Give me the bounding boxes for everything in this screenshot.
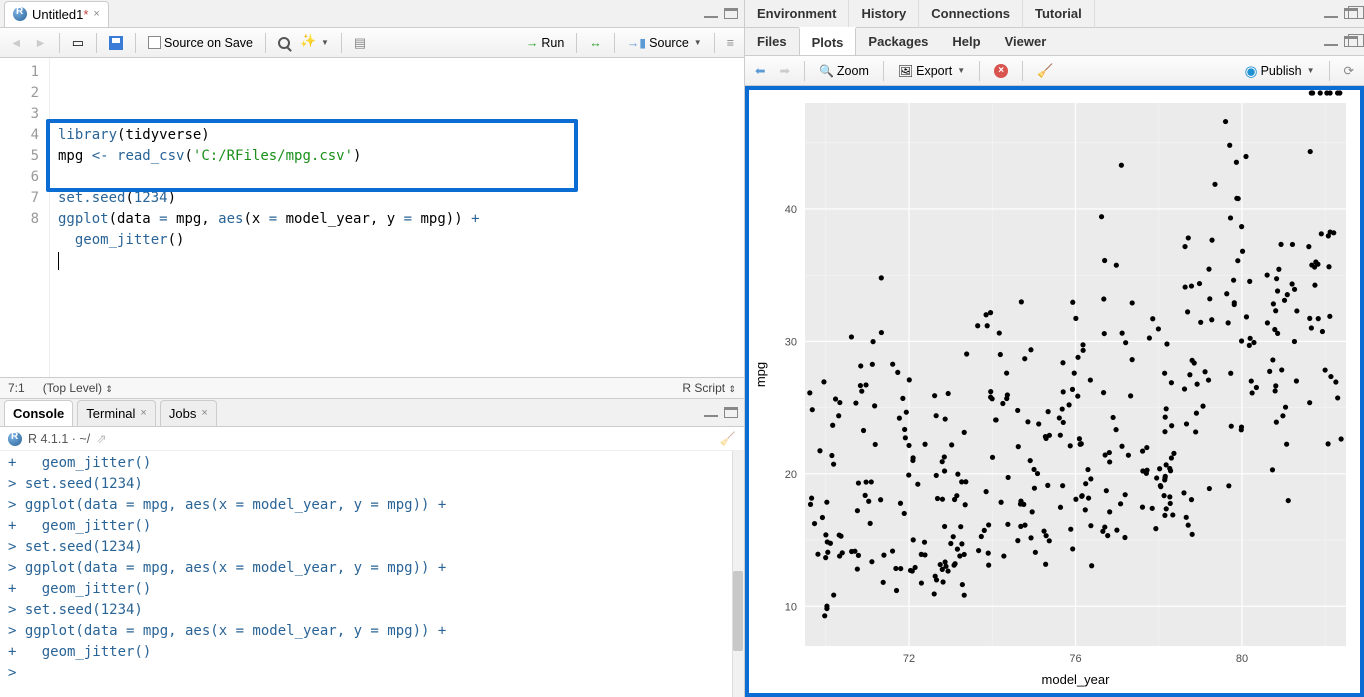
prev-plot-button[interactable]: ⬅ — [751, 60, 769, 82]
plotpane-tab-plots[interactable]: Plots — [799, 27, 857, 55]
env-max-icon[interactable] — [1344, 8, 1358, 19]
source-file-tab[interactable]: Untitled1* × — [4, 1, 109, 27]
console-tab-terminal[interactable]: Terminal× — [77, 400, 156, 426]
env-tab-connections[interactable]: Connections — [919, 0, 1023, 28]
export-icon — [898, 64, 913, 78]
svg-text:20: 20 — [785, 469, 797, 481]
publish-label: Publish — [1261, 64, 1302, 78]
cursor-position: 7:1 — [8, 381, 25, 395]
find-button[interactable] — [274, 32, 294, 54]
refresh-plot-button[interactable]: ⟳ — [1340, 60, 1358, 82]
run-arrow-icon: → — [526, 36, 539, 50]
svg-text:model_year: model_year — [1042, 672, 1111, 687]
clear-console-button[interactable] — [720, 431, 736, 447]
source-editor[interactable]: 12345678 library(tidyverse)mpg <- read_c… — [0, 58, 744, 377]
console-maximize-icon[interactable] — [724, 407, 738, 418]
plot-area: 10 20 30 40 72 76 80 model_year mpg — [745, 86, 1364, 697]
zoom-label: Zoom — [837, 64, 869, 78]
source-tabs-strip: Untitled1* × — [0, 0, 744, 28]
plotpane-tab-packages[interactable]: Packages — [856, 28, 940, 56]
run-label: Run — [541, 36, 564, 50]
svg-text:76: 76 — [1069, 653, 1081, 665]
language-indicator[interactable]: R Script ⇕ — [682, 381, 736, 395]
env-tab-tutorial[interactable]: Tutorial — [1023, 0, 1095, 28]
wand-icon — [302, 36, 316, 50]
svg-text:30: 30 — [785, 336, 797, 348]
environment-tabs: EnvironmentHistoryConnectionsTutorial — [745, 0, 1364, 28]
plot-max-icon[interactable] — [1344, 36, 1358, 47]
minimize-pane-icon[interactable] — [704, 16, 718, 18]
console-sep-icon[interactable] — [704, 415, 718, 417]
plotpane-tab-help[interactable]: Help — [940, 28, 992, 56]
next-plot-button[interactable]: ➡ — [775, 60, 793, 82]
plotpane-tab-viewer[interactable]: Viewer — [993, 28, 1059, 56]
svg-text:80: 80 — [1236, 653, 1248, 665]
r-file-icon — [13, 7, 27, 21]
export-label: Export — [916, 64, 952, 78]
plot-toolbar: ⬅ ➡ Zoom Export▼ × ◉Publish▼ ⟳ — [745, 56, 1364, 86]
forward-button[interactable]: ► — [30, 32, 50, 54]
console-output[interactable]: + geom_jitter()> set.seed(1234)> ggplot(… — [0, 451, 744, 697]
source-toolbar: ◄ ► ▭ Source on Save ▼ ▤ →Run ↔ →▮Source… — [0, 28, 744, 58]
plot-min-icon[interactable] — [1324, 44, 1338, 46]
line-gutter: 12345678 — [0, 58, 50, 377]
rerun-icon: ↔ — [589, 36, 602, 50]
env-tab-environment[interactable]: Environment — [745, 0, 849, 28]
svg-text:40: 40 — [785, 204, 797, 216]
publish-button[interactable]: ◉Publish▼ — [1241, 60, 1319, 82]
source-status-bar: 7:1 (Top Level) ⇕ R Script ⇕ — [0, 377, 744, 399]
source-tab-title: Untitled1 — [32, 7, 83, 22]
r-console-icon — [8, 432, 22, 446]
console-scrollbar[interactable] — [732, 451, 744, 697]
source-on-save-checkbox[interactable]: Source on Save — [144, 32, 257, 54]
search-icon — [278, 37, 290, 49]
console-tabs-strip: ConsoleTerminal×Jobs× — [0, 399, 744, 427]
save-icon — [109, 36, 123, 50]
console-tab-console[interactable]: Console — [4, 400, 73, 426]
back-button[interactable]: ◄ — [6, 32, 26, 54]
outline-button[interactable]: ≡ — [723, 32, 738, 54]
console-tab-jobs[interactable]: Jobs× — [160, 400, 217, 426]
svg-text:mpg: mpg — [753, 362, 768, 387]
scatter-plot: 10 20 30 40 72 76 80 model_year mpg — [749, 90, 1360, 693]
console-popout-icon[interactable]: ⇗ — [96, 431, 106, 446]
publish-icon: ◉ — [1245, 62, 1258, 80]
code-area[interactable]: library(tidyverse)mpg <- read_csv('C:/RF… — [50, 58, 744, 377]
files-plots-tabs: FilesPlotsPackagesHelpViewer — [745, 28, 1364, 56]
source-arrow-icon: →▮ — [627, 35, 646, 50]
code-tools-button[interactable]: ▼ — [298, 32, 333, 54]
plotpane-tab-files[interactable]: Files — [745, 28, 799, 56]
remove-icon: × — [994, 64, 1008, 78]
source-on-save-label: Source on Save — [164, 36, 253, 50]
save-button[interactable] — [105, 32, 127, 54]
rerun-button[interactable]: ↔ — [585, 32, 606, 54]
compile-report-button[interactable]: ▤ — [350, 32, 370, 54]
checkbox-icon — [148, 36, 161, 49]
remove-plot-button[interactable]: × — [990, 60, 1012, 82]
console-header-text: R 4.1.1 · ~/ — [28, 432, 90, 446]
svg-text:10: 10 — [785, 601, 797, 613]
scope-indicator[interactable]: (Top Level) ⇕ — [43, 381, 113, 395]
zoom-icon — [819, 64, 834, 78]
source-label: Source — [649, 36, 689, 50]
broom-icon — [720, 432, 736, 446]
env-min-icon[interactable] — [1324, 16, 1338, 18]
export-button[interactable]: Export▼ — [894, 60, 969, 82]
source-button[interactable]: →▮Source▼ — [623, 32, 706, 54]
zoom-button[interactable]: Zoom — [815, 60, 873, 82]
run-button[interactable]: →Run — [522, 32, 568, 54]
close-tab-icon[interactable]: × — [93, 8, 99, 20]
env-tab-history[interactable]: History — [849, 0, 919, 28]
maximize-pane-icon[interactable] — [724, 8, 738, 19]
dirty-indicator: * — [83, 7, 88, 22]
console-header: R 4.1.1 · ~/ ⇗ — [0, 427, 744, 451]
show-in-new-window-button[interactable]: ▭ — [68, 32, 88, 54]
broom-icon — [1037, 63, 1053, 79]
clear-plots-button[interactable] — [1033, 60, 1057, 82]
svg-text:72: 72 — [903, 653, 915, 665]
